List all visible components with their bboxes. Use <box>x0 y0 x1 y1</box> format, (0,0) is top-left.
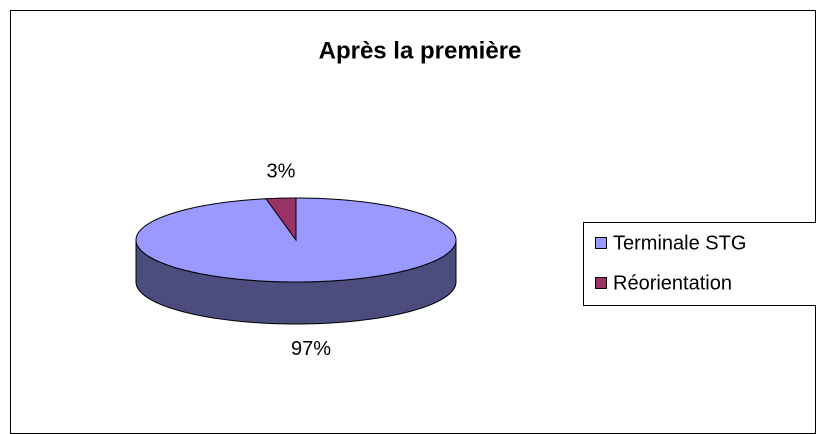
legend-swatch <box>595 277 607 289</box>
legend-label: Terminale STG <box>613 232 746 254</box>
legend-label: Réorientation <box>613 272 732 294</box>
legend-box <box>583 222 816 306</box>
legend-swatch <box>595 237 607 249</box>
data-label: 3% <box>266 161 295 183</box>
data-label: 97% <box>291 338 331 360</box>
chart-title: Après la première <box>319 37 522 64</box>
pie-slice <box>265 197 297 242</box>
